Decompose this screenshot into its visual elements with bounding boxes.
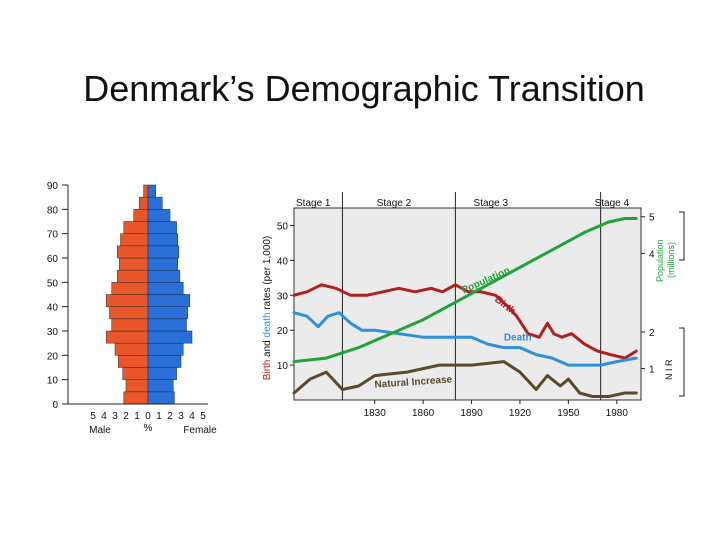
age-tick-label: 80: [47, 205, 59, 216]
male-bar: [138, 196, 149, 210]
age-tick-label: 90: [47, 181, 59, 192]
x-tick-label: 1920: [509, 408, 532, 419]
y-tick-label: 40: [277, 256, 289, 267]
male-pct-tick-label: 5: [90, 411, 96, 422]
female-pct-tick-label: 3: [178, 411, 184, 422]
y-axis-label: Birth and death rates (per 1,000): [262, 236, 273, 381]
male-bar: [123, 221, 149, 234]
x-tick-label: 1890: [460, 408, 483, 419]
male-bar: [119, 257, 149, 271]
y-tick-label: 30: [277, 291, 289, 302]
female-bar: [147, 391, 175, 405]
male-bar: [122, 367, 149, 380]
female-bar: [147, 209, 171, 222]
female-bar: [147, 221, 177, 234]
male-bar: [111, 282, 149, 295]
male-bar: [114, 342, 149, 356]
female-bar: [147, 330, 193, 344]
female-bar: [147, 342, 184, 356]
stage-label: Stage 4: [595, 198, 630, 209]
stage-label: Stage 3: [474, 198, 509, 209]
percent-axis-label: %: [144, 423, 153, 434]
pop-tick-label: 5: [649, 213, 655, 224]
male-bar: [143, 184, 149, 198]
male-axis-label: Male: [89, 425, 111, 436]
female-bar: [147, 367, 177, 380]
x-tick-label: 1860: [412, 408, 435, 419]
female-bar: [147, 257, 178, 271]
y-tick-label: 50: [277, 221, 289, 232]
female-bar: [147, 282, 184, 295]
male-pct-tick-label: 3: [112, 411, 118, 422]
female-pct-tick-label: 5: [200, 411, 206, 422]
female-bar: [147, 269, 181, 283]
millions-right-label: (millions): [666, 242, 676, 278]
age-tick-label: 50: [47, 278, 59, 289]
stage-label: Stage 1: [296, 198, 331, 209]
male-bar: [105, 294, 149, 307]
population-right-label: Population: [655, 239, 665, 282]
y-axis-label-part: Birth: [262, 360, 273, 381]
population-line: [292, 217, 638, 364]
nir-scale-bracket: [679, 327, 685, 397]
y-axis-label-part: rates (per 1,000): [262, 236, 273, 313]
plot-area: [293, 207, 642, 401]
age-tick-label: 10: [47, 376, 59, 387]
female-bar: [147, 233, 178, 247]
female-pct-tick-label: 1: [156, 411, 162, 422]
death-series-label: Death: [504, 333, 532, 344]
slide-title: Denmark’s Demographic Transition: [83, 68, 645, 109]
pop-tick-label: 4: [649, 249, 655, 260]
male-pct-tick-label: 1: [134, 411, 140, 422]
nir-right-label: N I R: [664, 359, 674, 380]
age-tick-label: 20: [47, 351, 59, 362]
female-pct-tick-label: 4: [189, 411, 195, 422]
natural-increase-series-label: Natural Increase: [374, 374, 453, 390]
death-line: [292, 311, 638, 367]
female-bar: [147, 196, 163, 210]
stage-label: Stage 2: [377, 198, 412, 209]
age-tick-label: 0: [52, 400, 58, 411]
y-tick-label: 10: [277, 361, 289, 372]
x-tick-label: 1980: [606, 408, 629, 419]
female-axis-label: Female: [183, 425, 217, 436]
male-bar: [133, 209, 149, 222]
female-bar: [147, 245, 180, 259]
y-tick-label: 20: [277, 326, 289, 337]
male-pct-tick-label: 2: [123, 411, 129, 422]
birth-line: [292, 283, 638, 360]
x-tick-label: 1830: [364, 408, 387, 419]
male-bar: [109, 306, 149, 320]
male-bar: [111, 318, 149, 332]
female-bar: [147, 355, 182, 368]
male-bar: [118, 355, 149, 368]
female-bar: [147, 318, 187, 332]
age-tick-label: 30: [47, 327, 59, 338]
nir-tick-label: 2: [649, 328, 655, 339]
population-scale-bracket: [679, 211, 685, 261]
demographic-transition-chart: Stage 1 Stage 2 Stage 3 Stage 4 10 20 30 40 50 18…: [262, 192, 685, 419]
female-bar: [147, 294, 191, 307]
y-axis-label-part: and: [262, 337, 273, 359]
male-bar: [125, 379, 149, 393]
age-tick-label: 60: [47, 254, 59, 265]
male-bar: [116, 245, 149, 259]
male-bar: [105, 330, 149, 344]
female-bar: [147, 184, 156, 198]
nir-tick-label: 1: [649, 365, 655, 376]
male-pct-tick-label: 0: [145, 411, 151, 422]
male-bar: [123, 391, 149, 405]
male-pct-tick-label: 4: [101, 411, 107, 422]
x-tick-label: 1950: [557, 408, 580, 419]
male-bar: [120, 233, 149, 247]
age-tick-label: 40: [47, 303, 59, 314]
natural-increase-line: [292, 360, 638, 398]
y-axis-label-part: death: [262, 312, 273, 337]
female-bar: [147, 306, 188, 320]
female-bar: [147, 379, 174, 393]
female-pct-tick-label: 2: [167, 411, 173, 422]
age-tick-label: 70: [47, 230, 59, 241]
male-bar: [116, 269, 149, 283]
